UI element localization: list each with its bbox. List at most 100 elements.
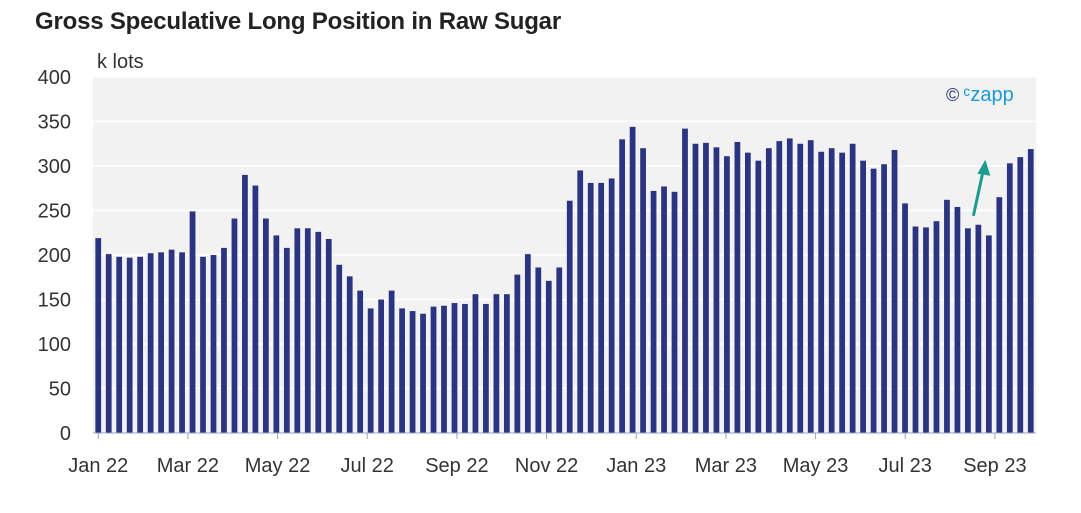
y-tick-label: 300 [38, 156, 71, 178]
bar [902, 203, 908, 433]
y-tick-label: 150 [38, 290, 71, 312]
bar [724, 156, 730, 433]
bar [105, 254, 112, 433]
bar [367, 308, 374, 433]
bar [472, 294, 479, 433]
y-tick-label: 350 [38, 112, 71, 134]
trend-arrow-shaft [971, 169, 985, 217]
bar [692, 143, 699, 433]
bar [944, 199, 950, 433]
bar [483, 303, 489, 433]
x-tick-label: Mar 22 [157, 455, 219, 477]
bar [786, 138, 793, 433]
bar [629, 126, 636, 433]
copyright-icon: © [946, 85, 960, 105]
bar [975, 224, 982, 433]
bar [703, 142, 709, 434]
bar [965, 228, 971, 433]
bar [420, 313, 426, 433]
bar [797, 143, 804, 433]
x-tick-label: Jan 23 [606, 455, 666, 477]
bar [179, 252, 185, 433]
bar [713, 147, 720, 433]
bar [1017, 157, 1024, 433]
bar [545, 280, 552, 433]
bar [210, 255, 217, 433]
bar [294, 228, 301, 433]
bar [158, 252, 164, 433]
y-tick-label: 100 [38, 334, 71, 356]
czapp-logo: © ᶜzapp [946, 84, 1014, 107]
bar [189, 211, 196, 433]
bar [1027, 149, 1034, 433]
bar [430, 306, 437, 433]
bar [860, 160, 866, 433]
bar [357, 290, 364, 433]
bar [682, 128, 688, 433]
bar [315, 231, 322, 433]
bar [242, 174, 248, 433]
chart-title: Gross Speculative Long Position in Raw S… [35, 8, 561, 35]
bar [168, 249, 175, 433]
y-tick-label: 50 [49, 379, 71, 401]
bar [451, 303, 458, 433]
bar [535, 267, 542, 433]
bar [891, 149, 898, 434]
y-tick-label: 0 [60, 423, 71, 445]
bar [996, 197, 1003, 433]
bar [1006, 163, 1013, 433]
bar [147, 253, 154, 433]
bar [839, 152, 846, 433]
y-tick-label: 250 [38, 201, 71, 223]
trend-arrow-icon [977, 159, 991, 176]
bar [933, 221, 940, 433]
bar [126, 257, 133, 433]
bar [514, 274, 521, 433]
bar [441, 305, 447, 433]
bar [744, 152, 751, 433]
bar [399, 308, 405, 433]
bar [828, 148, 835, 433]
x-tick-label: Jul 22 [341, 455, 394, 477]
bar [325, 238, 332, 433]
x-tick-label: Sep 22 [425, 455, 488, 477]
bar [881, 164, 887, 433]
y-axis-unit-label: k lots [97, 51, 144, 73]
x-tick-label: May 23 [783, 455, 849, 477]
bar [912, 226, 919, 433]
bar [608, 178, 615, 433]
bar [671, 191, 678, 433]
bar [252, 185, 259, 433]
x-tick-label: Mar 23 [695, 455, 757, 477]
x-tick-label: Sep 23 [963, 455, 1026, 477]
bar [734, 141, 741, 433]
bar [650, 190, 657, 433]
bar [231, 218, 238, 433]
bar [807, 140, 814, 433]
bar [923, 227, 929, 433]
bar [388, 290, 395, 433]
bar [378, 299, 385, 433]
bar [524, 254, 531, 433]
bar [263, 218, 269, 433]
bar [462, 303, 468, 433]
y-tick-label: 400 [38, 67, 71, 89]
bar [577, 170, 584, 433]
bar [587, 182, 594, 433]
bar [493, 294, 500, 433]
bar [137, 256, 144, 433]
x-tick-label: May 22 [245, 455, 311, 477]
bar [619, 139, 626, 434]
x-tick-label: Jan 22 [68, 455, 128, 477]
bar [116, 256, 123, 433]
bar [870, 168, 877, 434]
y-tick-label: 200 [38, 245, 71, 267]
bar [200, 256, 206, 433]
bar [95, 238, 102, 433]
bar [556, 267, 563, 433]
bar [849, 143, 856, 433]
bar [755, 160, 762, 433]
bar [640, 148, 646, 433]
bar [283, 247, 290, 433]
